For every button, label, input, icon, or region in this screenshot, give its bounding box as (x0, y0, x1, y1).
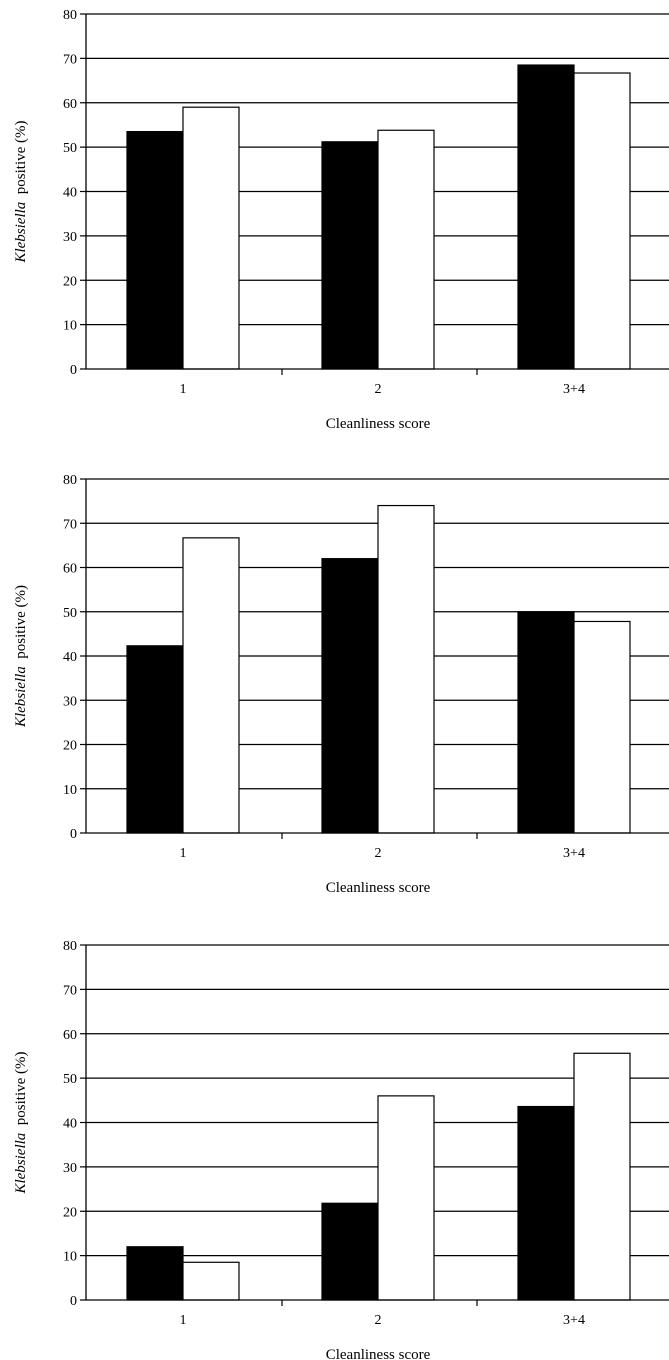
y-axis-label-italic: Klebsiella (13, 666, 29, 728)
y-tick-label: 10 (63, 1250, 77, 1265)
x-tick-label: 3+4 (563, 846, 585, 861)
x-axis-label: Cleanliness score (326, 416, 431, 432)
y-tick-label: 50 (63, 141, 77, 156)
y-tick-label: 40 (63, 186, 77, 201)
x-tick-label: 1 (180, 382, 187, 397)
bar-2-white (377, 504, 435, 834)
x-tick-label: 1 (180, 846, 187, 861)
y-tick-label: 60 (63, 97, 77, 112)
y-tick-label: 30 (63, 1161, 77, 1176)
bar-3plus4-white (573, 72, 631, 370)
y-tick-label: 60 (63, 1028, 77, 1043)
bar-1-black (126, 130, 184, 370)
y-tick-label: 80 (63, 939, 77, 954)
y-axis-label-rest: positive (%) (13, 585, 29, 666)
chart-2: 0 10 20 30 40 50 60 70 80 1 2 3+4 Cleanliness score K… (13, 473, 669, 896)
bar-2-black (321, 558, 379, 834)
y-tick-label: 30 (63, 230, 77, 245)
y-tick-label: 20 (63, 1205, 77, 1220)
y-tick-label: 70 (63, 983, 77, 998)
y-tick-label: 40 (63, 1117, 77, 1132)
bar-2-black (321, 1202, 379, 1301)
x-tick-label: 1 (180, 1313, 187, 1328)
y-axis-label: Klebsiella positive (%) (13, 585, 29, 728)
y-tick-label: 50 (63, 606, 77, 621)
y-axis-label-rest: positive (%) (13, 1051, 29, 1132)
bar-2-white (377, 1095, 435, 1301)
x-tick-label: 2 (375, 382, 382, 397)
bar-2-black (321, 141, 379, 370)
x-tick-label: 3+4 (563, 382, 585, 397)
bar-1-black (126, 1246, 184, 1301)
bar-2-white (377, 129, 435, 370)
y-tick-label: 70 (63, 517, 77, 532)
x-axis-label: Cleanliness score (326, 880, 431, 896)
y-axis-label: Klebsiella positive (%) (13, 1051, 29, 1194)
bar-3plus4-black (517, 1105, 575, 1301)
chart-3: 0 10 20 30 40 50 60 70 80 1 2 3+4 Cleanliness score K… (13, 939, 669, 1360)
y-tick-label: 20 (63, 739, 77, 754)
y-tick-label: 40 (63, 650, 77, 665)
y-tick-label: 70 (63, 52, 77, 67)
y-tick-label: 80 (63, 473, 77, 488)
y-tick-label: 0 (70, 363, 77, 378)
y-axis-label: Klebsiella positive (%) (13, 120, 29, 263)
y-tick-label: 10 (63, 783, 77, 798)
bar-3plus4-white (573, 620, 631, 834)
y-tick-label: 0 (70, 827, 77, 842)
chart-1: 0 10 20 30 40 50 60 70 80 1 2 3+4 Cleanliness score K… (13, 8, 669, 432)
y-tick-label: 10 (63, 319, 77, 334)
bar-3plus4-white (573, 1052, 631, 1301)
y-tick-label: 0 (70, 1294, 77, 1309)
y-axis-label-italic: Klebsiella (13, 1133, 29, 1195)
y-axis-label-rest: positive (%) (13, 120, 29, 201)
x-tick-label: 2 (375, 846, 382, 861)
bar-1-white (182, 537, 240, 834)
bar-3plus4-black (517, 611, 575, 834)
bar-1-white (182, 106, 240, 370)
x-axis-label: Cleanliness score (326, 1347, 431, 1360)
bar-1-black (126, 645, 184, 834)
y-tick-label: 50 (63, 1072, 77, 1087)
bar-1-white (182, 1261, 240, 1301)
y-tick-label: 80 (63, 8, 77, 23)
y-axis-label-italic: Klebsiella (13, 202, 29, 264)
y-tick-label: 60 (63, 562, 77, 577)
y-tick-label: 30 (63, 694, 77, 709)
x-tick-label: 3+4 (563, 1313, 585, 1328)
x-tick-label: 2 (375, 1313, 382, 1328)
bar-3plus4-black (517, 64, 575, 370)
y-tick-label: 20 (63, 274, 77, 289)
